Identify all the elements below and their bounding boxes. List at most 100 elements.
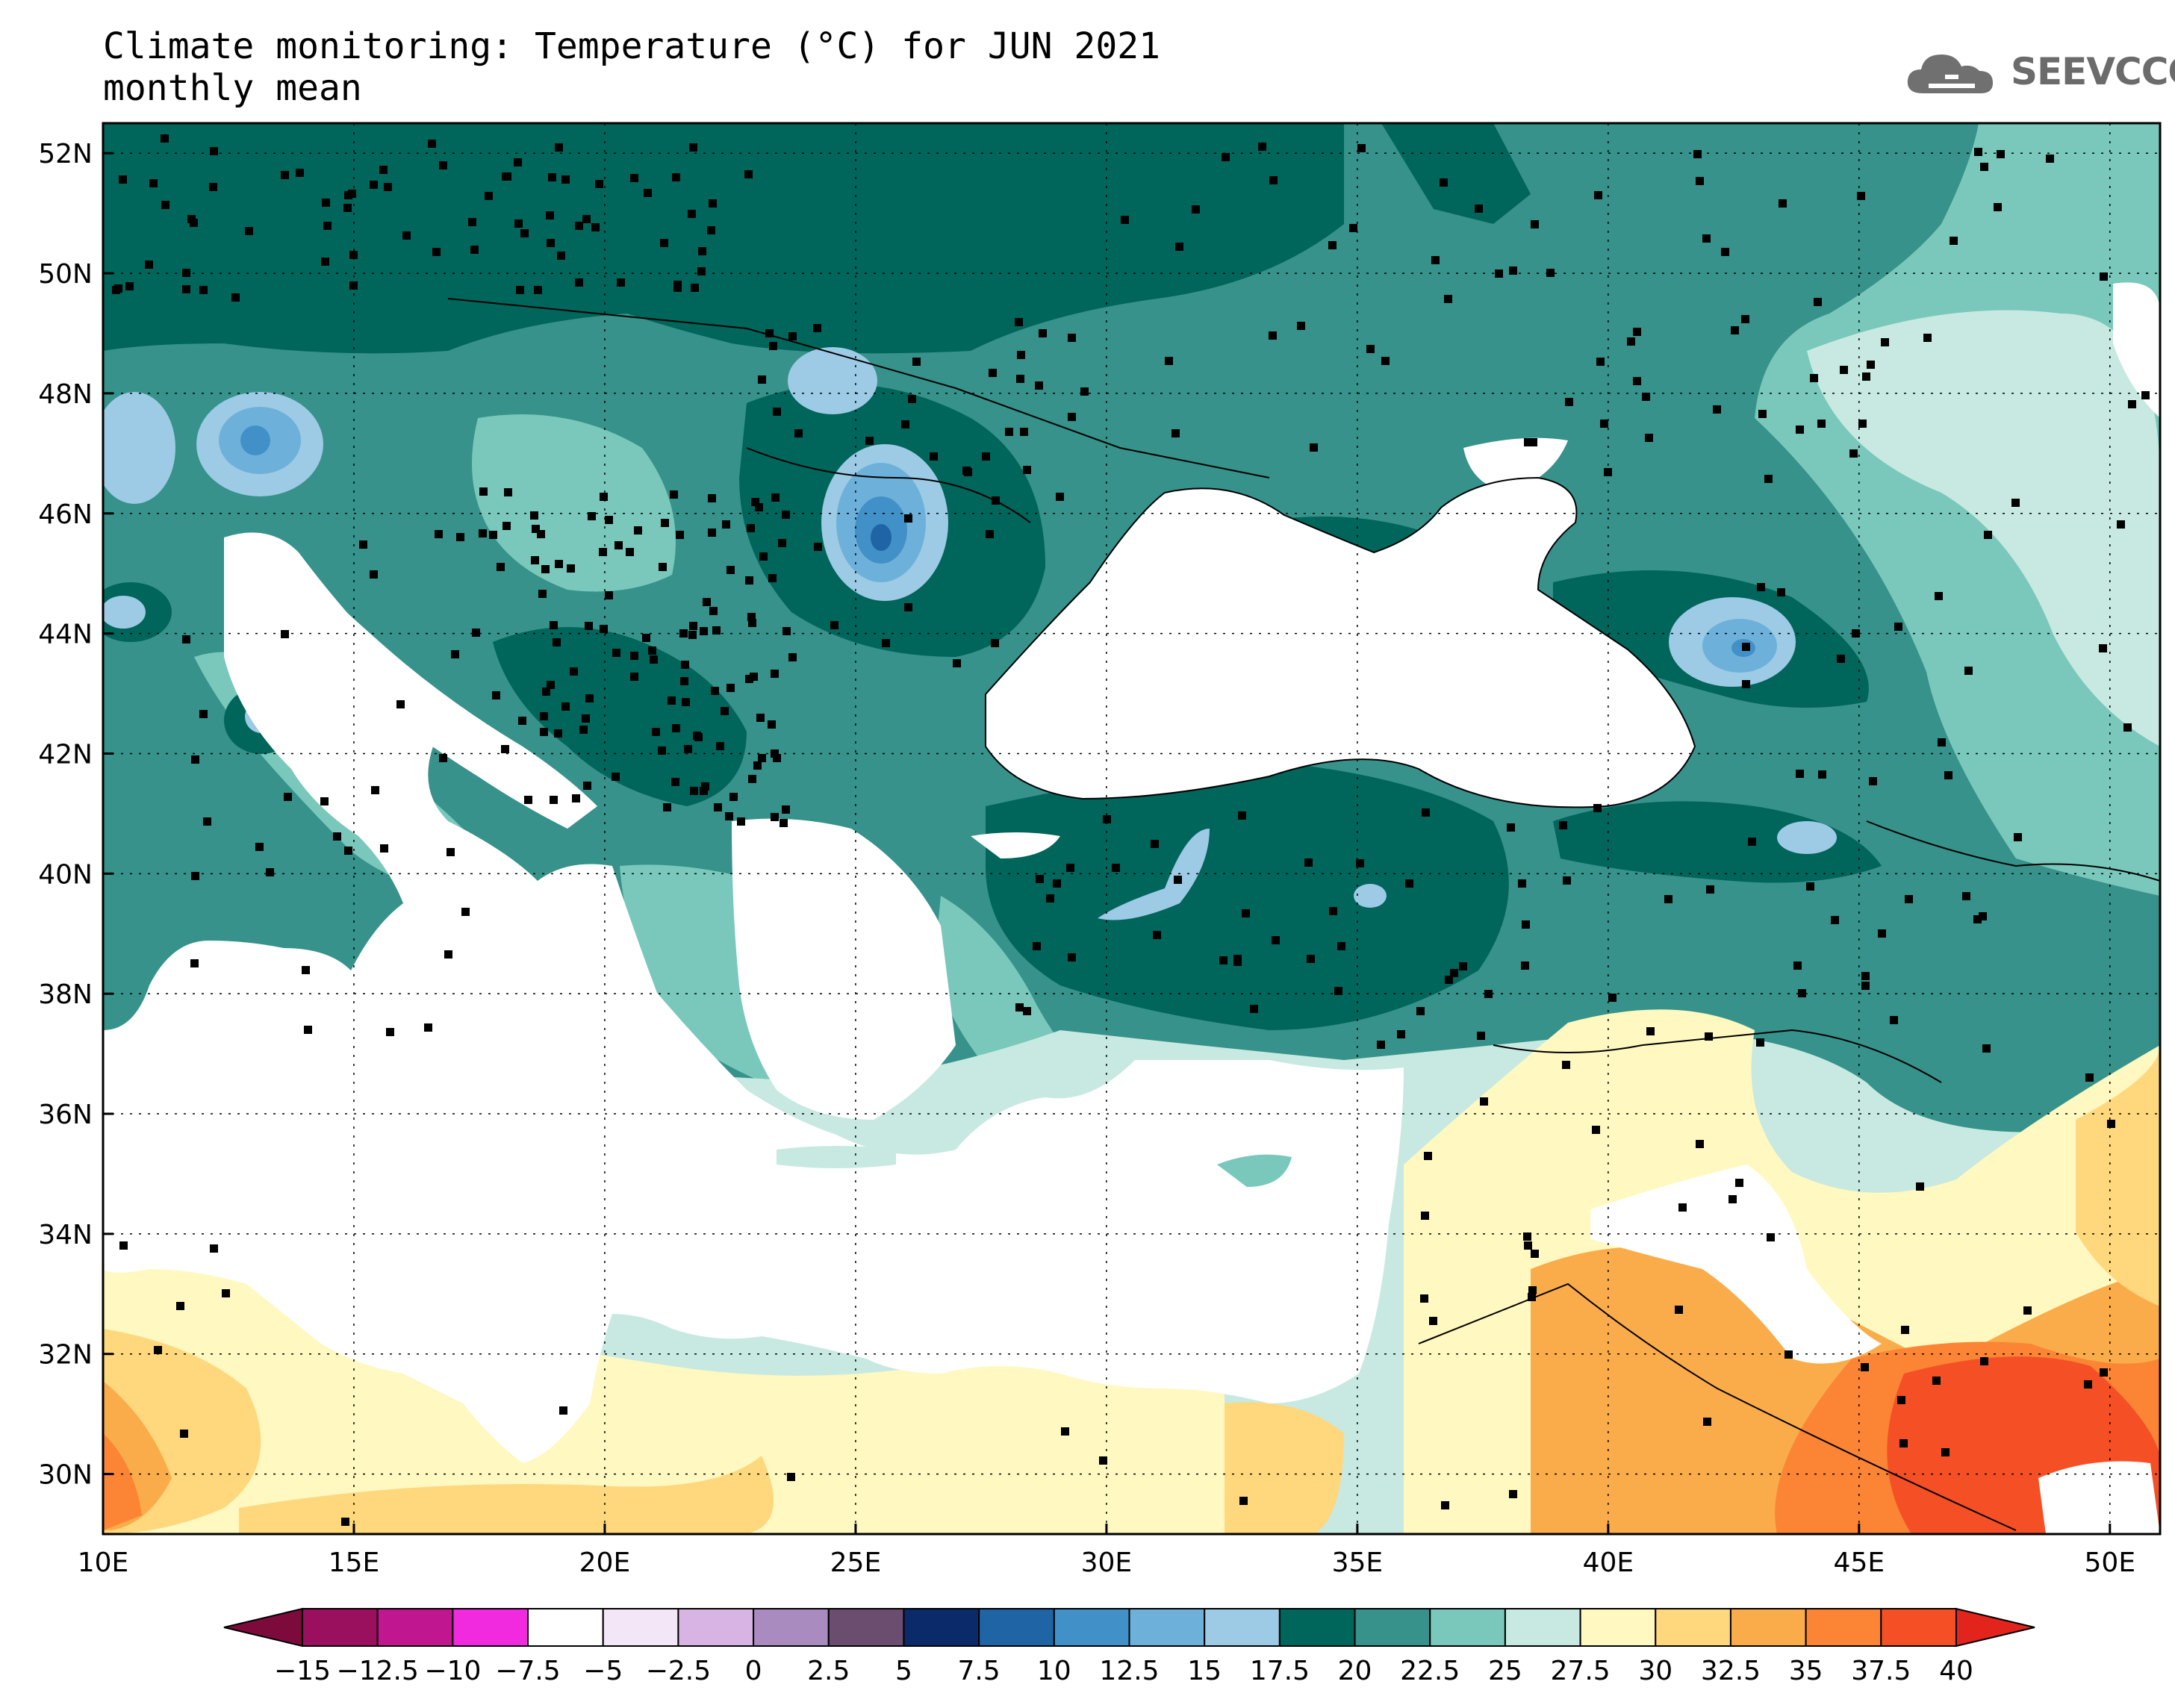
station-marker [323,222,332,230]
station-marker [555,560,563,568]
station-marker [119,1241,128,1250]
station-marker [424,1023,432,1032]
station-marker [1328,241,1337,249]
station-marker [585,694,594,702]
lat-label: 44N [38,620,93,650]
lat-label: 42N [38,739,93,770]
field-hungary [472,414,676,592]
station-marker [266,868,274,876]
station-marker [700,787,708,795]
station-marker [680,677,688,685]
station-marker [1112,864,1120,872]
station-marker [1528,1293,1536,1301]
station-marker [379,166,388,174]
map-field [103,123,2160,1534]
station-marker [182,285,190,293]
station-marker [553,638,561,646]
station-marker [1036,875,1044,883]
station-marker [1973,915,1982,923]
colorbar-label: −7.5 [495,1656,560,1686]
station-marker [435,530,443,538]
station-marker [1756,1038,1764,1047]
station-marker [1901,1326,1909,1334]
station-marker [349,251,358,259]
station-marker [432,248,441,256]
station-marker [1849,449,1858,458]
station-marker [547,239,555,247]
station-marker [567,564,575,573]
station-marker [1171,429,1180,437]
station-marker [787,1473,795,1481]
station-marker [344,191,352,199]
station-marker [769,342,777,350]
station-marker [617,278,625,287]
station-marker [691,284,699,292]
station-marker [1905,895,1913,903]
station-marker [2141,391,2150,399]
colorbar-swatch [602,1608,679,1647]
marmara-sea [971,832,1060,858]
station-marker [1984,531,1992,539]
colorbar-label: −5 [583,1656,623,1686]
colorbar-labels: −15 −12.5 −10 −7.5 −5 −2.5 0 2.5 5 7.5 10 12.5 15 17.… [274,1656,1973,1686]
station-marker [504,488,512,496]
station-marker [554,729,562,738]
colorbar-swatch [1579,1608,1657,1647]
station-marker [479,487,488,496]
colorbar-swatch [527,1608,604,1647]
logo-text: SEEVCCC [2011,50,2175,93]
station-marker [1858,420,1867,428]
station-marker [1878,929,1886,938]
station-marker [503,172,511,181]
colorbar-swatch [452,1608,529,1647]
field-27-30-east [1807,310,2160,747]
station-marker [1633,328,1641,336]
station-marker [1507,823,1515,832]
station-marker [550,796,558,804]
station-marker [782,511,790,519]
station-marker [814,543,822,551]
lat-label: 36N [38,1100,93,1130]
border-turkey-syria [1493,1029,1942,1083]
station-marker [711,687,719,695]
station-marker [1529,438,1537,446]
crete [777,1146,896,1168]
station-marker [575,222,583,230]
station-marker [439,754,447,762]
station-marker [321,258,329,266]
station-marker [199,710,208,718]
station-marker [630,673,638,681]
station-marker [1702,234,1711,243]
station-marker [520,229,529,237]
station-marker [550,621,558,629]
station-marker [701,782,709,791]
border-north [447,298,1270,479]
station-marker [1980,163,1988,171]
station-marker [380,844,388,853]
station-marker [557,252,565,260]
station-marker [1349,224,1357,232]
station-marker [1444,295,1452,303]
station-marker [1023,466,1031,474]
station-marker [2099,644,2107,652]
station-marker [561,175,570,184]
station-marker [1894,623,1902,631]
station-marker [281,630,289,638]
station-marker [1731,326,1739,334]
station-marker [456,533,464,541]
lat-label: 38N [38,979,93,1010]
station-marker [1861,972,1870,980]
colorbar-label: 0 [745,1656,762,1686]
station-marker [497,563,505,571]
station-marker [531,556,539,564]
station-marker [813,324,821,332]
station-marker [231,293,240,302]
station-marker [1964,667,1973,675]
field-20-22-ne [1381,123,1531,224]
station-marker [788,653,797,661]
station-marker [759,552,768,561]
station-marker [1721,248,1729,256]
station-marker [114,284,122,293]
lat-label: 40N [38,859,93,890]
station-marker [559,1406,567,1415]
